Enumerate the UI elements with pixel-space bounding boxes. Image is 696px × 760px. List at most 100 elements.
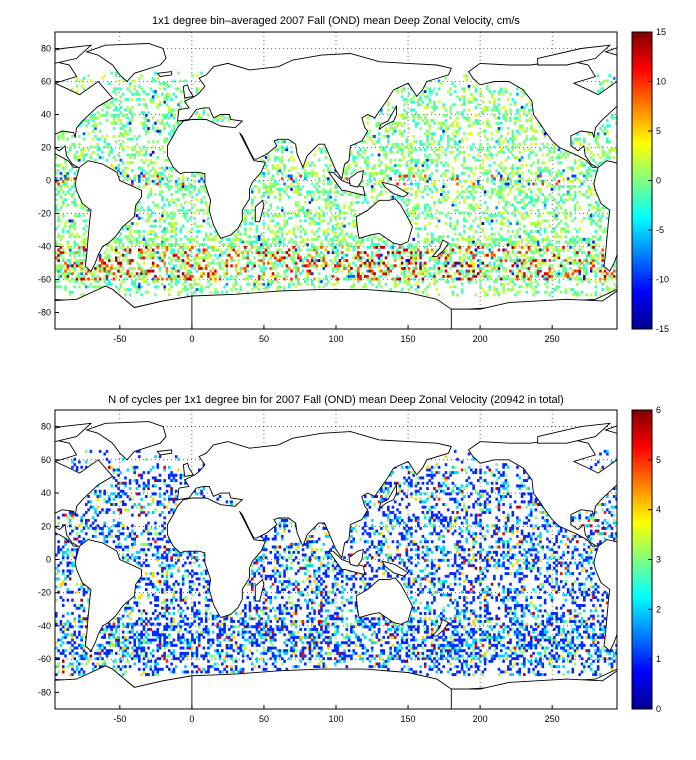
data-cell: [170, 113, 173, 117]
data-cell: [327, 203, 330, 207]
data-cell: [283, 272, 286, 276]
data-cell: [592, 206, 595, 210]
data-cell: [550, 185, 554, 189]
data-cell: [375, 140, 379, 144]
data-cell: [504, 113, 508, 117]
data-cell: [211, 259, 215, 262]
data-cell: [133, 282, 136, 286]
data-cell: [135, 208, 139, 212]
data-cell: [463, 198, 466, 202]
data-cell: [412, 245, 415, 249]
data-cell: [297, 208, 300, 212]
data-cell: [322, 190, 326, 194]
data-cell: [333, 266, 337, 270]
data-cell: [163, 243, 166, 247]
data-cell: [269, 177, 273, 181]
data-cell: [313, 245, 316, 249]
data-cell: [294, 243, 298, 247]
data-cell: [66, 277, 70, 281]
data-cell: [499, 193, 503, 196]
data-cell: [172, 127, 176, 130]
data-cell: [564, 227, 568, 231]
data-cell: [555, 285, 558, 289]
data-cell: [172, 277, 176, 281]
data-cell: [91, 272, 95, 276]
data-cell: [144, 103, 148, 107]
data-cell: [68, 264, 72, 268]
data-cell: [71, 272, 74, 276]
data-cell: [151, 211, 155, 215]
data-cell: [377, 137, 381, 141]
data-cell: [532, 134, 535, 138]
data-cell: [267, 190, 270, 194]
data-cell: [75, 259, 79, 262]
data-cell: [548, 264, 552, 268]
data-cell: [82, 119, 86, 123]
data-cell: [585, 190, 588, 194]
data-cell: [520, 245, 524, 249]
data-cell: [280, 227, 284, 231]
data-cell: [197, 230, 201, 233]
data-cell: [511, 174, 515, 178]
data-cell: [241, 266, 245, 270]
data-cell: [465, 79, 469, 83]
data-cell: [170, 280, 173, 284]
data-cell: [167, 214, 171, 218]
data-cell: [380, 237, 383, 241]
data-cell: [82, 266, 86, 270]
data-cell: [599, 293, 602, 297]
data-cell: [387, 140, 390, 144]
data-cell: [504, 111, 508, 115]
data-cell: [518, 113, 522, 117]
data-cell: [324, 274, 328, 278]
data-cell: [541, 129, 545, 133]
data-cell: [216, 290, 220, 294]
data-cell: [280, 206, 284, 210]
data-cell: [553, 248, 556, 252]
data-cell: [317, 148, 321, 152]
data-cell: [555, 214, 558, 218]
data-cell: [142, 261, 146, 265]
data-cell: [580, 237, 584, 241]
data-cell: [345, 177, 349, 181]
data-cell: [391, 245, 395, 249]
data-cell: [181, 187, 185, 191]
data-cell: [467, 206, 471, 210]
data-cell: [375, 195, 379, 199]
data-cell: [523, 148, 526, 152]
data-cell: [511, 251, 515, 255]
data-cell: [294, 214, 298, 218]
data-cell: [594, 274, 598, 278]
data-cell: [144, 105, 148, 109]
data-cell: [103, 280, 107, 284]
data-cell: [274, 195, 277, 199]
data-cell: [446, 272, 450, 276]
data-cell: [71, 193, 74, 196]
data-cell: [333, 216, 337, 220]
data-cell: [285, 232, 289, 236]
data-cell: [204, 256, 208, 260]
data-cell: [495, 116, 498, 120]
data-cell: [539, 171, 542, 175]
data-cell: [262, 272, 266, 276]
data-cell: [527, 214, 531, 218]
data-cell: [564, 269, 568, 273]
data-cell: [536, 177, 540, 181]
data-cell: [142, 116, 146, 120]
data-cell: [393, 129, 397, 133]
data-cell: [144, 177, 148, 181]
data-cell: [230, 288, 233, 292]
data-cell: [158, 129, 162, 133]
data-cell: [442, 171, 445, 175]
data-cell: [276, 230, 279, 233]
data-cell: [294, 177, 298, 181]
data-cell: [407, 251, 411, 255]
data-cell: [280, 230, 284, 233]
data-cell: [470, 206, 473, 210]
data-cell: [163, 251, 166, 255]
data-cell: [336, 235, 339, 239]
data-cell: [257, 259, 261, 262]
data-cell: [486, 264, 489, 268]
data-cell: [80, 266, 83, 270]
data-cell: [57, 269, 60, 273]
